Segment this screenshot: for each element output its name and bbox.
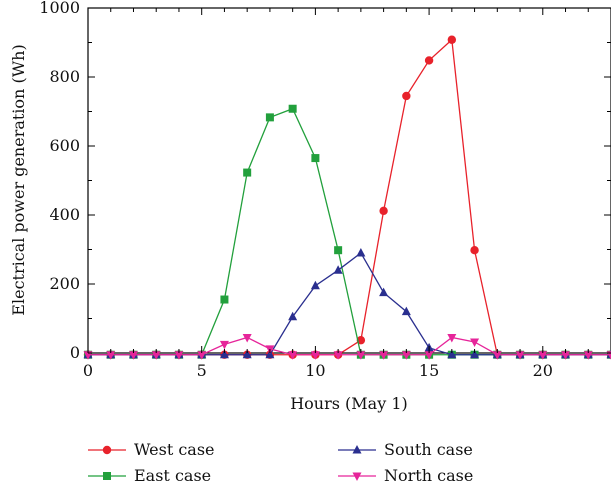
east-case-point: [311, 154, 320, 163]
north-case-point: [310, 351, 320, 360]
south-case-point: [379, 287, 389, 297]
north-case-point: [470, 338, 480, 347]
legend-label: North case: [384, 466, 473, 485]
legend: West case East case South case North case: [88, 440, 473, 485]
west-case-point: [424, 56, 434, 65]
east-case-line: [88, 107, 611, 356]
west-case-point: [402, 91, 411, 101]
north-case-point: [424, 351, 434, 360]
north-case-point: [333, 351, 343, 360]
east-case-point: [220, 295, 229, 304]
north-case-point: [219, 340, 229, 350]
south-case-point: [333, 265, 343, 274]
legend-label: West case: [134, 440, 215, 459]
north-case-point: [401, 351, 411, 360]
x-tick-label: 15: [419, 361, 439, 380]
legend-marker: [352, 445, 362, 454]
north-case-point: [151, 351, 161, 360]
x-tick-label: 0: [83, 361, 93, 380]
north-case-point: [379, 351, 389, 360]
north-case-point: [288, 351, 298, 360]
north-case-point: [583, 351, 593, 360]
east-case-point: [334, 246, 343, 255]
legend-item-west-case: West case: [88, 440, 215, 459]
north-case-point: [515, 351, 525, 360]
south-case-series: [83, 247, 611, 359]
legend-label: East case: [134, 466, 211, 485]
west-case-series: [83, 35, 611, 359]
north-case-point: [538, 351, 548, 360]
legend-item-south-case: South case: [338, 440, 473, 459]
south-case-point: [265, 349, 275, 359]
east-case-point: [243, 168, 252, 177]
y-tick-label: 400: [49, 205, 80, 224]
y-tick-label: 800: [49, 67, 80, 86]
legend-item-east-case: East case: [88, 466, 211, 485]
south-case-point: [310, 280, 320, 290]
legend-label: South case: [384, 440, 473, 459]
east-case-point: [288, 104, 297, 113]
west-case-point: [470, 245, 479, 255]
north-case-point: [447, 333, 457, 343]
y-tick-label: 0: [70, 343, 80, 362]
x-axis-title: Hours (May 1): [290, 394, 408, 413]
x-tick-label: 20: [533, 361, 553, 380]
y-axis-title: Electrical power generation (Wh): [9, 44, 28, 315]
east-case-series: [84, 104, 611, 359]
north-case-point: [356, 351, 366, 360]
south-case-point: [356, 247, 366, 257]
legend-marker: [102, 445, 112, 455]
north-case-point: [561, 351, 571, 360]
y-tick-label: 600: [49, 136, 80, 155]
west-case-point: [379, 206, 388, 216]
y-tick-label: 200: [49, 274, 80, 293]
north-case-point: [492, 351, 502, 360]
y-tick-label: 1000: [39, 0, 80, 17]
legend-marker: [352, 472, 362, 481]
south-case-point: [470, 349, 480, 359]
south-case-point: [219, 349, 229, 359]
south-case-point: [447, 349, 457, 359]
north-case-point: [242, 333, 252, 343]
south-case-point: [242, 349, 252, 359]
south-case-point: [288, 311, 298, 321]
south-case-point: [401, 306, 411, 316]
north-case-point: [128, 351, 138, 360]
legend-item-north-case: North case: [338, 466, 473, 485]
legend-marker: [103, 472, 111, 480]
x-tick-label: 5: [197, 361, 207, 380]
north-case-point: [174, 351, 184, 360]
series-layer: [83, 35, 611, 360]
x-tick-label: 10: [305, 361, 325, 380]
east-case-point: [265, 113, 274, 122]
west-case-point: [447, 35, 457, 44]
north-case-point: [106, 351, 116, 360]
west-case-line: [88, 38, 611, 356]
north-case-point: [197, 351, 207, 360]
north-case-series: [83, 333, 611, 360]
north-case-line: [88, 336, 611, 356]
